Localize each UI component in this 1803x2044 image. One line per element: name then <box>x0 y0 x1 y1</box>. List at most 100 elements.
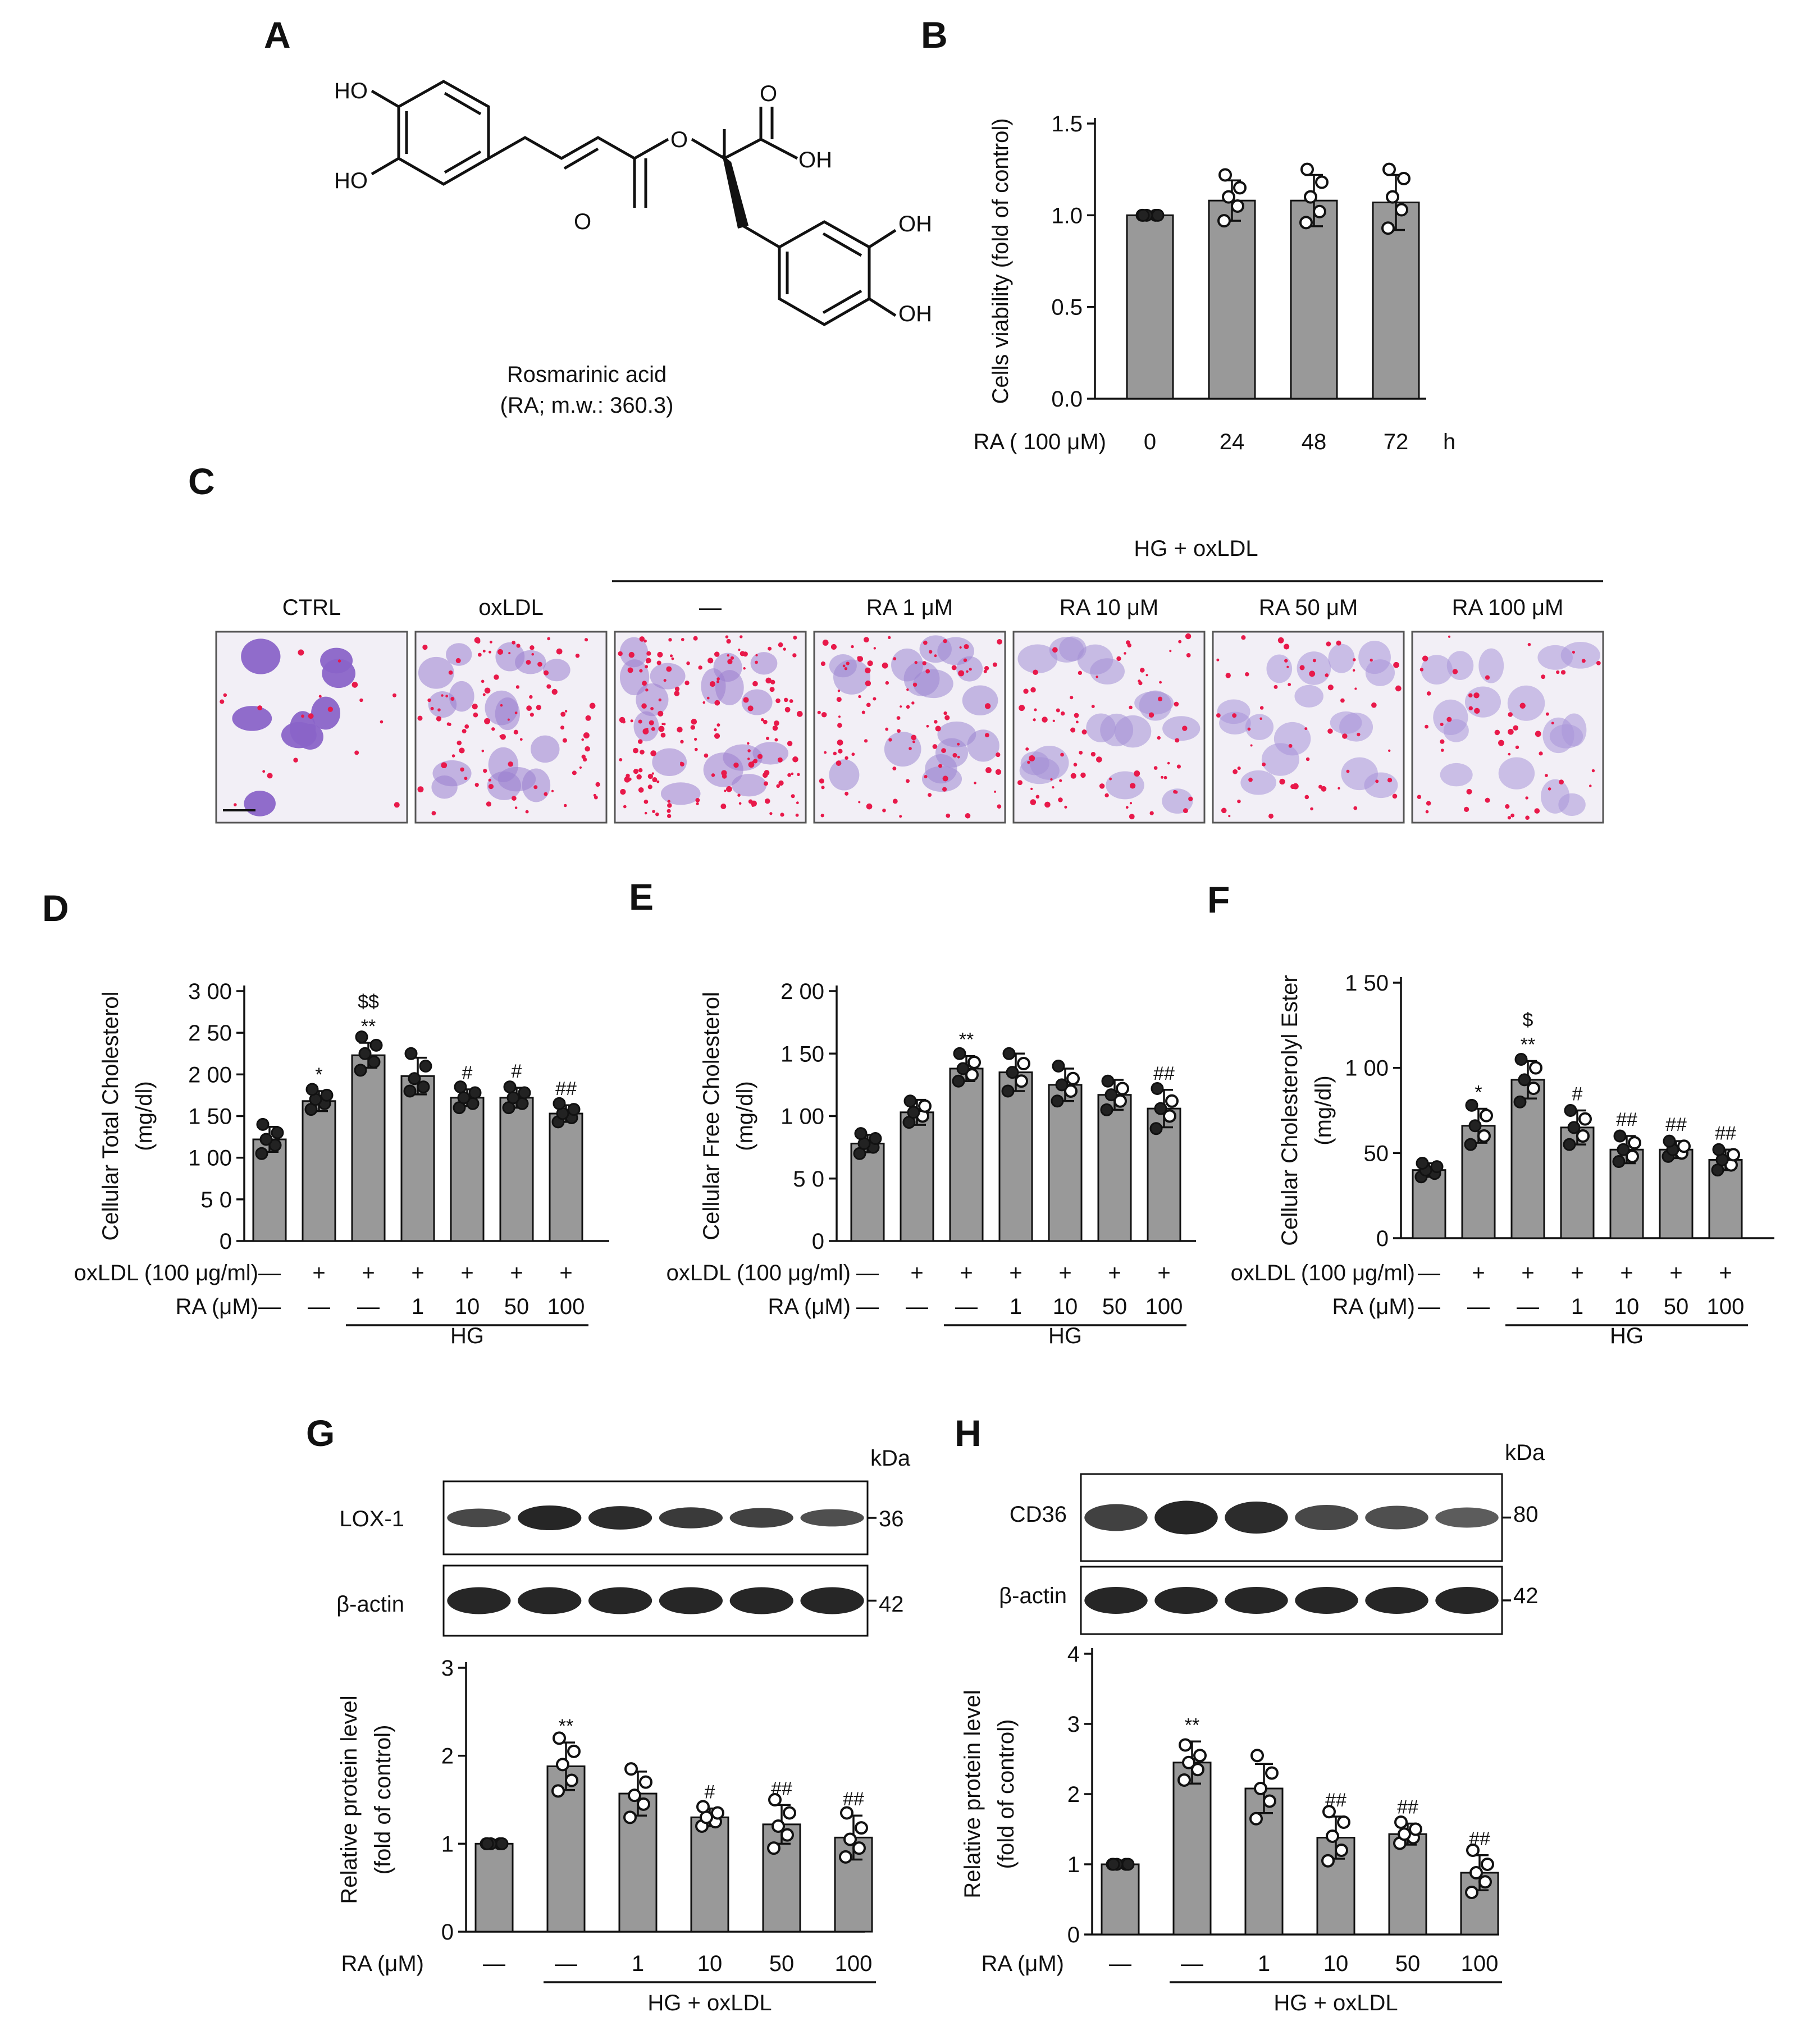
lipid-droplet <box>1519 702 1526 709</box>
lipid-droplet <box>992 662 997 667</box>
data-point <box>1017 1057 1030 1071</box>
micrograph-label: — <box>699 595 722 620</box>
condition-value: 50 <box>1664 1294 1689 1319</box>
lipid-droplet <box>1167 761 1170 765</box>
lipid-droplet <box>1129 705 1133 710</box>
y-axis-label: Relative protein level <box>960 1690 985 1898</box>
data-point <box>256 1117 270 1131</box>
cell-nucleus <box>937 721 976 747</box>
cell-nucleus <box>937 637 974 665</box>
lipid-droplet <box>747 705 754 711</box>
data-point <box>1567 1121 1581 1134</box>
significance-mark: ** <box>1185 1714 1199 1736</box>
panel-letter-a: A <box>264 14 291 56</box>
lipid-droplet <box>737 793 741 797</box>
y-tick-label: 4 <box>1067 1642 1080 1667</box>
lipid-droplet <box>912 682 918 687</box>
lipid-droplet <box>627 667 633 673</box>
y-axis-label: Relative protein level <box>337 1695 362 1904</box>
cell-nucleus <box>619 659 650 696</box>
data-point <box>518 1086 531 1099</box>
data-point <box>1116 1082 1129 1096</box>
condition-value: + <box>559 1261 572 1285</box>
blot-band <box>518 1505 582 1530</box>
lipid-droplet <box>551 688 558 695</box>
y-axis-label: Cellular Free Cholesterol <box>699 992 724 1240</box>
data-point <box>855 1821 868 1835</box>
lipid-droplet <box>837 723 842 728</box>
lipid-droplet <box>821 711 827 718</box>
lipid-droplet <box>747 758 750 760</box>
lipid-droplet <box>1070 773 1076 779</box>
lipid-droplet <box>1286 665 1289 668</box>
lipid-droplet <box>882 662 888 669</box>
lipid-droplet <box>1216 658 1220 661</box>
condition-value: — <box>1109 1951 1131 1976</box>
micrograph-label: oxLDL <box>478 595 544 620</box>
data-point <box>1612 1155 1626 1168</box>
data-point <box>255 1147 268 1160</box>
data-point <box>1193 1749 1207 1763</box>
lipid-droplet <box>820 661 826 667</box>
data-point <box>1617 1143 1630 1156</box>
data-point <box>1254 1782 1267 1795</box>
atom-o-carbonyl: O <box>574 209 591 234</box>
lipid-droplet <box>1340 698 1345 703</box>
lipid-droplet <box>1589 784 1592 787</box>
cell-nucleus <box>1446 651 1474 680</box>
lipid-droplet <box>658 710 664 717</box>
x-tick-label: 0 <box>1144 430 1156 454</box>
data-point <box>854 1127 868 1140</box>
lipid-droplet <box>1232 713 1237 718</box>
data-point <box>1626 1149 1639 1164</box>
blot-band <box>800 1509 864 1527</box>
lipid-droplet <box>551 790 554 792</box>
lipid-droplet <box>422 645 428 650</box>
condition-value: + <box>1108 1261 1121 1285</box>
lipid-droplet <box>1304 727 1308 731</box>
lipid-droplet <box>1354 687 1357 690</box>
lipid-droplet <box>491 727 495 731</box>
data-point <box>639 1775 652 1789</box>
lipid-droplet <box>755 654 758 656</box>
lipid-droplet <box>626 773 630 778</box>
data-point <box>1315 175 1329 189</box>
y-tick-label: 1 50 <box>188 1105 232 1129</box>
cell-nucleus <box>1245 714 1274 740</box>
blot-frame <box>1080 1473 1503 1562</box>
lipid-droplet <box>638 768 643 773</box>
lipid-droplet <box>430 706 434 710</box>
cell-nucleus <box>750 652 778 675</box>
data-point <box>628 1788 641 1803</box>
condition-value: 100 <box>1461 1951 1499 1976</box>
lipid-droplet <box>714 728 717 732</box>
lipid-droplet <box>925 669 930 674</box>
lipid-droplet <box>873 647 877 650</box>
lipid-droplet <box>938 764 943 768</box>
data-point <box>1337 1815 1350 1829</box>
lipid-droplet <box>684 680 690 686</box>
data-point <box>1335 1844 1348 1857</box>
lipid-droplet <box>769 812 773 815</box>
lipid-droplet <box>912 740 915 743</box>
blot-band <box>1154 1587 1218 1614</box>
lipid-droplet <box>1292 783 1299 790</box>
lipid-droplet <box>1216 713 1221 718</box>
lipid-droplet <box>674 686 680 692</box>
bar <box>549 1112 583 1242</box>
lipid-droplet <box>1352 669 1355 672</box>
data-point <box>268 1138 282 1152</box>
lipid-droplet <box>996 752 1001 758</box>
lipid-droplet <box>727 659 733 664</box>
lipid-droplet <box>1096 676 1098 678</box>
lipid-droplet <box>1353 806 1358 810</box>
lipid-droplet <box>618 651 623 656</box>
lipid-droplet <box>584 638 588 642</box>
lipid-droplet <box>711 773 715 777</box>
data-point <box>1191 1763 1204 1777</box>
lipid-droplet <box>656 660 661 665</box>
condition-value: + <box>910 1261 923 1285</box>
bar <box>1560 1126 1595 1239</box>
y-tick-label: 3 <box>441 1656 454 1681</box>
micrograph-label: RA 50 μM <box>1259 595 1358 620</box>
